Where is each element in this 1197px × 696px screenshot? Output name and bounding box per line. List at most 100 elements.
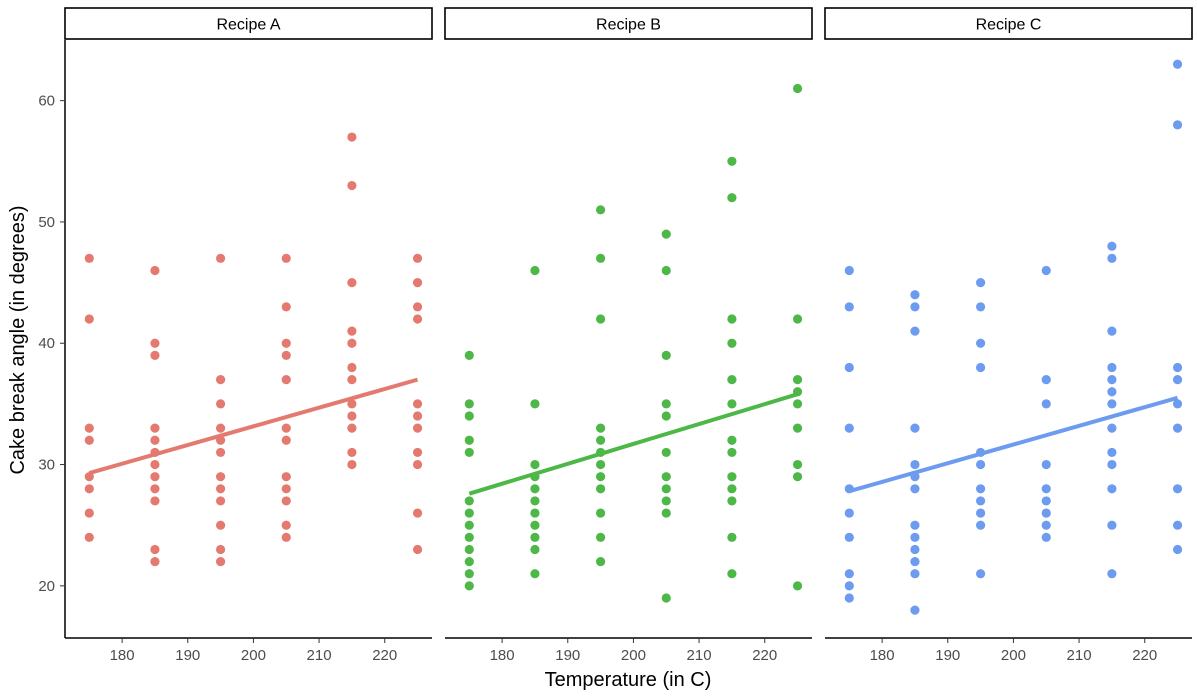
- y-tick-label: 40: [38, 335, 55, 352]
- data-point: [1107, 326, 1117, 336]
- data-point: [1172, 520, 1183, 530]
- x-axis-title: Temperature (in C): [545, 669, 712, 691]
- data-point: [844, 302, 854, 312]
- data-point: [215, 375, 226, 385]
- data-point: [792, 375, 803, 385]
- data-point: [215, 253, 226, 263]
- data-point: [464, 350, 474, 360]
- data-point: [530, 520, 540, 530]
- data-point: [727, 532, 737, 542]
- data-point: [595, 556, 606, 567]
- data-point: [150, 265, 160, 276]
- data-point: [464, 411, 474, 421]
- data-point: [910, 459, 920, 470]
- x-tick-label: 220: [372, 647, 397, 664]
- data-point: [84, 314, 94, 324]
- data-point: [84, 423, 94, 433]
- data-point: [1107, 362, 1117, 373]
- data-point: [84, 484, 94, 494]
- data-point: [84, 508, 94, 518]
- data-point: [1041, 532, 1051, 542]
- data-point: [150, 496, 160, 506]
- data-point: [727, 472, 737, 482]
- data-point: [281, 375, 291, 385]
- data-point: [530, 399, 540, 409]
- y-tick-label: 20: [38, 578, 55, 595]
- data-point: [1107, 241, 1117, 251]
- x-tick-label: 180: [870, 647, 895, 664]
- facet-panel: Recipe C 180 190 200 210 220: [824, 7, 1193, 664]
- data-point: [530, 532, 540, 542]
- data-point: [464, 399, 474, 409]
- data-point: [412, 459, 423, 470]
- data-point: [727, 447, 737, 458]
- data-point: [792, 423, 803, 433]
- data-point: [215, 447, 226, 458]
- data-point: [661, 350, 671, 360]
- data-point: [84, 435, 94, 445]
- data-point: [347, 362, 357, 373]
- data-point: [1107, 484, 1117, 494]
- trend-line: [468, 392, 799, 496]
- data-point: [530, 265, 540, 276]
- data-point: [595, 459, 606, 470]
- data-point: [281, 484, 291, 494]
- data-point: [1041, 375, 1051, 385]
- data-point: [1172, 399, 1183, 409]
- data-point: [347, 423, 357, 433]
- data-point: [412, 423, 423, 433]
- data-point: [215, 484, 226, 494]
- data-point: [975, 459, 986, 470]
- data-point: [530, 484, 540, 494]
- data-point: [530, 544, 540, 555]
- data-point: [464, 581, 474, 591]
- x-tick-label: 220: [1132, 647, 1157, 664]
- data-point: [150, 338, 160, 348]
- data-point: [215, 472, 226, 482]
- data-point: [150, 472, 160, 482]
- data-point: [412, 447, 423, 458]
- data-point: [975, 277, 986, 288]
- data-point: [347, 180, 357, 191]
- facet-strip: [64, 7, 433, 40]
- data-point: [347, 326, 357, 336]
- data-point: [661, 399, 671, 409]
- data-point: [1172, 544, 1183, 555]
- x-tick-label: 200: [621, 647, 646, 664]
- data-point: [1041, 459, 1051, 470]
- data-point: [1107, 569, 1117, 579]
- data-point: [1107, 399, 1117, 409]
- data-point: [792, 399, 803, 409]
- data-point: [412, 277, 423, 288]
- data-point: [530, 459, 540, 470]
- data-point: [910, 484, 920, 494]
- x-tick-label: 210: [1067, 647, 1092, 664]
- facet-panel: Recipe A 180 190 200 210 220: [64, 7, 433, 664]
- data-point: [281, 435, 291, 445]
- data-point: [1172, 375, 1183, 385]
- x-tick-label: 180: [110, 647, 135, 664]
- data-point: [412, 302, 423, 312]
- data-point: [150, 484, 160, 494]
- data-point: [844, 362, 854, 373]
- trend-line: [88, 377, 419, 475]
- y-tick-label: 30: [38, 457, 55, 474]
- data-point: [975, 302, 986, 312]
- data-point: [1172, 59, 1183, 69]
- data-point: [727, 314, 737, 324]
- data-point: [464, 496, 474, 506]
- data-point: [530, 508, 540, 518]
- data-point: [412, 544, 423, 555]
- data-point: [281, 496, 291, 506]
- x-tick-label: 200: [1001, 647, 1026, 664]
- data-point: [661, 265, 671, 276]
- y-tick-label: 50: [38, 214, 55, 231]
- data-point: [412, 508, 423, 518]
- x-tick-label: 210: [687, 647, 712, 664]
- data-point: [844, 581, 854, 591]
- data-point: [150, 556, 160, 567]
- data-point: [975, 362, 986, 373]
- data-point: [347, 375, 357, 385]
- data-point: [844, 569, 854, 579]
